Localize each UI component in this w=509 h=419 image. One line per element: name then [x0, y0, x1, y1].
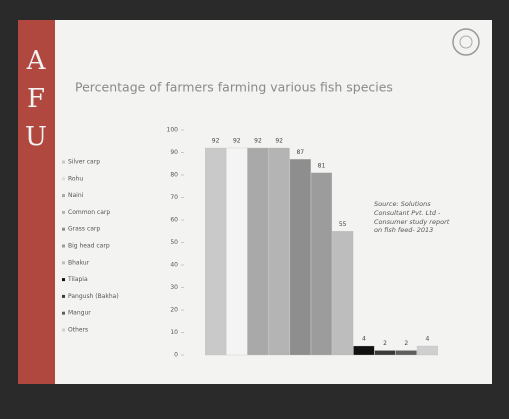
y-tick-label: 100 — [167, 127, 179, 134]
bar — [289, 159, 311, 356]
legend-marker — [62, 244, 65, 248]
y-tick-label: 10 — [170, 329, 178, 336]
bar — [205, 147, 227, 356]
legend-label: Bhakur — [68, 259, 90, 266]
value-label: 87 — [296, 149, 304, 156]
bar — [268, 147, 290, 356]
y-tick-label: 50 — [170, 239, 178, 246]
legend-marker — [62, 311, 65, 315]
side-letter: F — [27, 84, 45, 114]
value-label: 2 — [404, 340, 408, 347]
side-letter: U — [25, 122, 47, 152]
y-tick-label: 40 — [170, 262, 178, 269]
side-bar — [18, 20, 55, 384]
bar — [247, 147, 269, 356]
legend-marker — [62, 160, 65, 164]
logo — [452, 28, 480, 56]
y-tick-label: 90 — [170, 149, 178, 156]
legend-label: Grass carp — [68, 226, 100, 233]
legend-label: Common carp — [68, 209, 110, 216]
legend-marker — [62, 278, 65, 282]
bar — [310, 172, 333, 356]
value-label: 4 — [362, 336, 366, 343]
legend-marker — [62, 294, 65, 298]
y-tick-label: 0 — [174, 352, 178, 359]
y-tick-label: 60 — [170, 217, 178, 224]
legend-label: Mangur — [68, 310, 91, 317]
legend-label: Pangush (Bakha) — [68, 293, 119, 300]
value-label: 92 — [212, 138, 220, 145]
legend-marker — [62, 227, 65, 231]
bar — [374, 350, 396, 356]
annotation-box: Source: Solutions Consultant Pvt. Ltd - … — [374, 200, 450, 235]
annotation: Source: Solutions Consultant Pvt. Ltd - … — [374, 200, 450, 235]
y-tick-label: 20 — [170, 307, 178, 314]
y-tick-label: 80 — [170, 172, 178, 179]
legend-label: Tilapia — [67, 276, 88, 283]
value-label: 4 — [425, 336, 429, 343]
legend-label: Naini — [68, 192, 84, 199]
bar — [226, 147, 248, 356]
bar — [332, 231, 354, 356]
legend-label: Rohu — [68, 175, 83, 182]
bar — [416, 345, 438, 356]
legend-label: Others — [68, 327, 88, 334]
legend-marker — [62, 210, 65, 214]
logo-inner — [459, 35, 473, 49]
side-letter: A — [26, 46, 47, 76]
legend-marker — [62, 261, 65, 265]
value-label: 92 — [254, 138, 262, 145]
value-label: 2 — [383, 340, 387, 347]
bar — [353, 345, 375, 356]
legend-label: Big head carp — [68, 243, 110, 250]
legend-label: Silver carp — [68, 159, 100, 166]
chart-title: Percentage of farmers farming various fi… — [75, 80, 393, 95]
value-label: 92 — [275, 138, 283, 145]
legend-marker — [62, 328, 65, 332]
value-label: 55 — [339, 221, 347, 228]
y-tick-label: 70 — [170, 194, 178, 201]
legend-marker — [62, 194, 65, 198]
value-label: 92 — [233, 138, 241, 145]
y-tick-label: 30 — [170, 284, 178, 291]
bar — [395, 350, 417, 356]
value-label: 81 — [318, 162, 326, 169]
legend-marker — [62, 177, 65, 181]
